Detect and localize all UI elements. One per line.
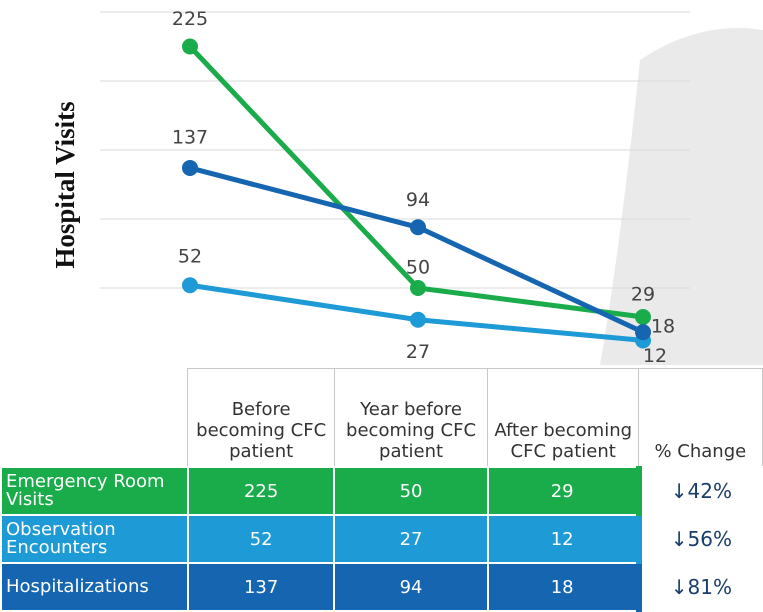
data-point (182, 39, 198, 55)
data-point (410, 280, 426, 296)
data-point (182, 160, 198, 176)
data-point (635, 324, 651, 340)
data-label: 12 (643, 345, 667, 365)
row-label: Emergency Room Visits (1, 467, 188, 515)
row-label: Hospitalizations (1, 563, 188, 611)
data-point (635, 309, 651, 325)
column-header: Year before becoming CFC patient (334, 369, 487, 468)
data-label: 29 (631, 283, 655, 305)
column-header: % Change (639, 369, 762, 468)
table-value: 29 (488, 467, 639, 515)
data-point (410, 312, 426, 328)
data-point (410, 219, 426, 235)
table-value: 27 (334, 515, 487, 563)
table-value: 94 (334, 563, 487, 611)
table-value: 225 (188, 467, 335, 515)
change-cell: ↓56% (639, 515, 762, 563)
page: Hospital Visits 52271222550291379418 Bef… (0, 0, 763, 610)
data-label: 137 (172, 126, 208, 148)
table-value: 12 (488, 515, 639, 563)
column-header: After becoming CFC patient (488, 369, 639, 468)
data-label: 18 (651, 316, 675, 338)
change-cell: ↓81% (639, 563, 762, 611)
data-label: 225 (172, 8, 208, 30)
data-point (182, 277, 198, 293)
table-value: 52 (188, 515, 335, 563)
data-label: 50 (406, 257, 430, 279)
table-value: 50 (334, 467, 487, 515)
chart: Hospital Visits 52 27 12 225 50 29 137 94 18 (0, 0, 763, 365)
data-label: 94 (406, 189, 430, 211)
empty-cell (1, 369, 188, 468)
column-header: Before becoming CFC patient (188, 369, 335, 468)
data-label: 52 (178, 246, 202, 268)
table-value: 137 (188, 563, 335, 611)
table-value: 18 (488, 563, 639, 611)
change-cell: ↓42% (639, 467, 762, 515)
y-axis-title: Hospital Visits (50, 101, 80, 268)
row-label: Observation Encounters (1, 515, 188, 563)
data-label: 27 (406, 341, 430, 363)
